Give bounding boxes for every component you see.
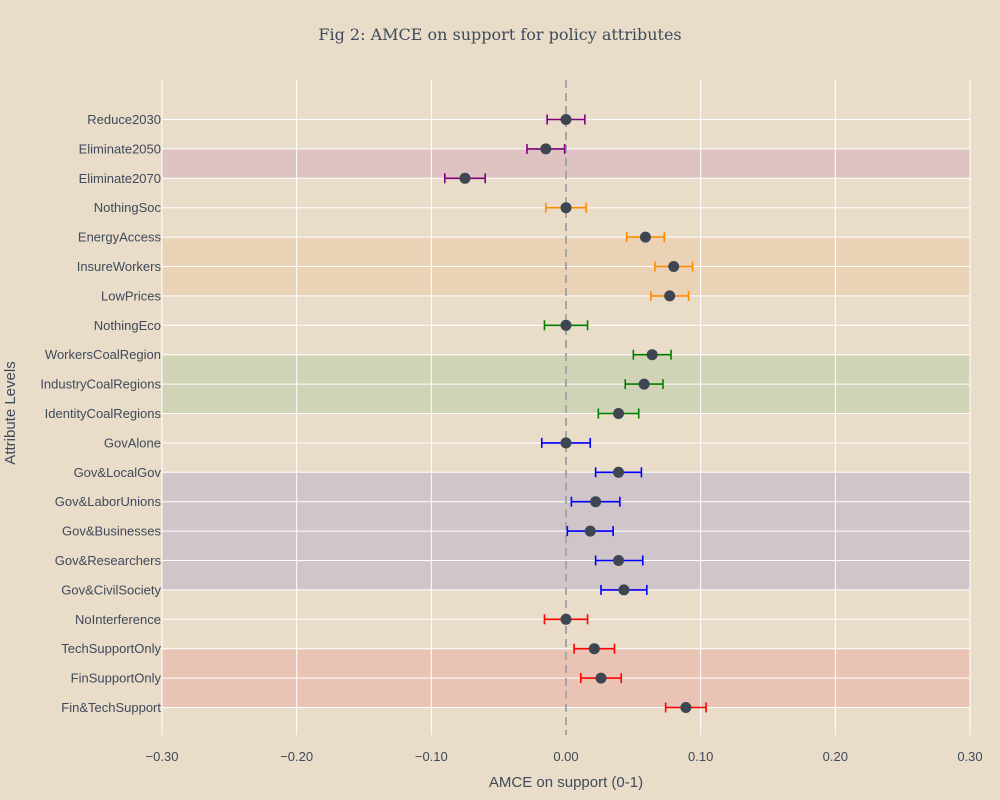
- estimate-point: [590, 496, 602, 508]
- estimate-point: [646, 349, 658, 361]
- y-tick-label: FinSupportOnly: [71, 671, 162, 686]
- y-tick-labels: Reduce2030 Eliminate2050 Eliminate2070 Noth…: [40, 112, 161, 715]
- estimate-point: [664, 290, 676, 302]
- chart-title: Fig 2: AMCE on support for policy attrib…: [318, 25, 681, 44]
- estimate-point: [560, 114, 572, 125]
- estimate-points: [459, 114, 692, 713]
- y-tick-label: Gov&Businesses: [62, 524, 161, 539]
- estimate-point: [638, 378, 650, 390]
- estimate-point: [560, 437, 572, 449]
- x-tick-labels: −0.30 −0.20 −0.10 0.00 0.10 0.20 0.30: [146, 749, 983, 764]
- estimate-point: [613, 466, 625, 478]
- x-tick-label: 0.00: [553, 749, 578, 764]
- estimate-point: [560, 319, 572, 331]
- estimate-point: [560, 202, 572, 214]
- y-tick-label: Eliminate2070: [79, 171, 161, 186]
- y-tick-label: IndustryCoalRegions: [40, 377, 161, 392]
- y-tick-label: InsureWorkers: [77, 259, 162, 274]
- estimate-point: [588, 643, 600, 655]
- x-tick-label: −0.30: [146, 749, 179, 764]
- estimate-point: [680, 702, 692, 713]
- estimate-point: [639, 231, 651, 243]
- x-axis-title: AMCE on support (0-1): [489, 774, 643, 791]
- y-tick-label: TechSupportOnly: [61, 641, 161, 656]
- y-tick-label: Gov&LocalGov: [74, 465, 162, 480]
- y-tick-label: Reduce2030: [87, 112, 161, 127]
- estimate-point: [668, 261, 680, 272]
- y-tick-label: Gov&CivilSociety: [61, 582, 161, 597]
- x-tick-label: 0.30: [957, 749, 982, 764]
- estimate-point: [560, 613, 572, 625]
- y-tick-label: NoInterference: [75, 612, 161, 627]
- estimate-point: [618, 584, 630, 596]
- y-tick-label: EnergyAccess: [78, 230, 162, 245]
- y-tick-label: LowPrices: [101, 288, 161, 303]
- estimate-point: [540, 143, 552, 155]
- x-tick-label: −0.10: [415, 749, 448, 764]
- estimate-point: [459, 172, 471, 184]
- y-tick-label: NothingSoc: [94, 200, 162, 215]
- y-tick-label: Fin&TechSupport: [61, 700, 161, 715]
- estimate-point: [584, 525, 596, 537]
- y-tick-label: Gov&Researchers: [55, 553, 162, 568]
- y-axis-title: Attribute Levels: [2, 361, 19, 464]
- x-tick-label: 0.10: [688, 749, 713, 764]
- x-tick-label: 0.20: [823, 749, 848, 764]
- estimate-point: [595, 672, 607, 684]
- y-tick-label: Gov&LaborUnions: [55, 494, 162, 509]
- estimate-point: [613, 555, 625, 566]
- y-tick-label: Eliminate2050: [79, 141, 161, 156]
- x-tick-label: −0.20: [280, 749, 313, 764]
- y-tick-label: GovAlone: [104, 435, 161, 450]
- y-tick-label: WorkersCoalRegion: [45, 347, 161, 362]
- y-tick-label: IdentityCoalRegions: [45, 406, 162, 421]
- y-tick-label: NothingEco: [94, 318, 161, 333]
- estimate-point: [613, 408, 625, 419]
